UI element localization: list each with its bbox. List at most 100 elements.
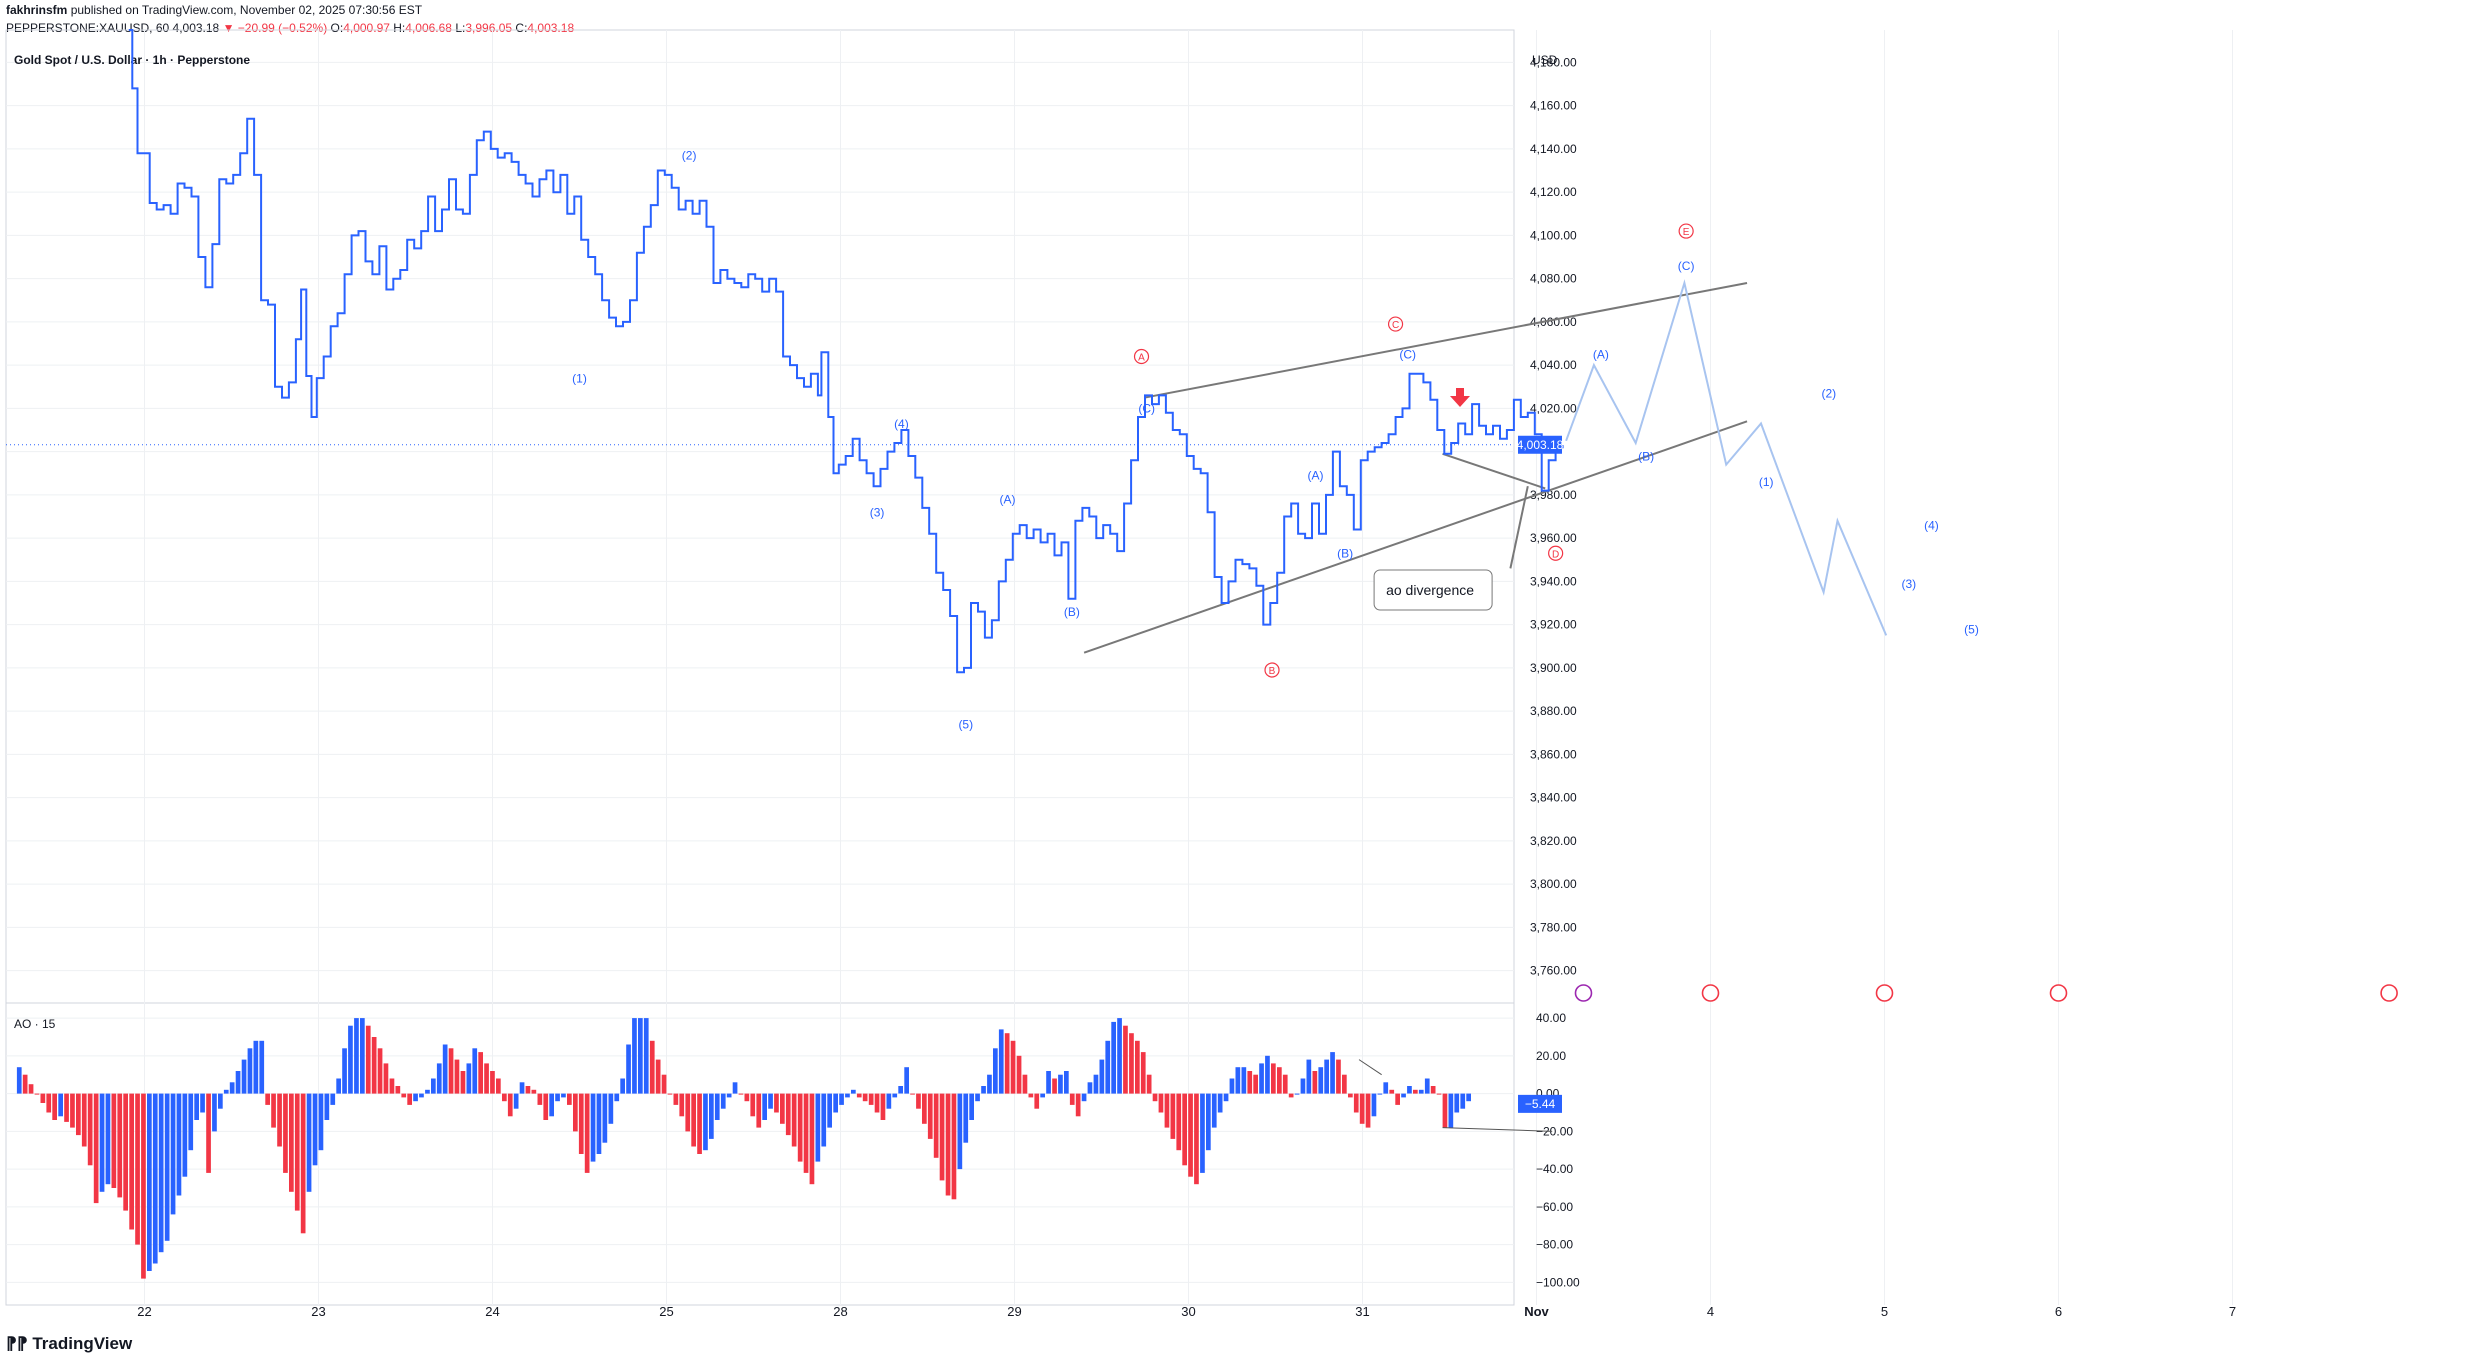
ao-bar — [283, 1093, 288, 1173]
ao-bar — [490, 1071, 495, 1094]
ao-bar — [531, 1089, 537, 1094]
down-arrow-icon — [1450, 388, 1470, 407]
x-tick-label: 29 — [1007, 1304, 1021, 1319]
ao-bar — [371, 1037, 377, 1094]
ao-bar — [99, 1093, 105, 1192]
ao-bar — [218, 1093, 223, 1109]
ao-bar — [34, 1093, 40, 1095]
ao-bar — [259, 1040, 265, 1094]
ao-bar — [1430, 1086, 1436, 1094]
x-tick-label: 30 — [1181, 1304, 1195, 1319]
ao-bar — [478, 1052, 483, 1094]
ao-bar — [105, 1093, 111, 1185]
ao-bar — [1353, 1093, 1359, 1113]
ao-bar — [1146, 1074, 1152, 1094]
wave-label: (2) — [1821, 387, 1836, 401]
ao-bar — [1300, 1078, 1306, 1094]
ao-bar — [744, 1093, 750, 1102]
ao-bar — [555, 1093, 560, 1102]
ao-bar — [1099, 1059, 1105, 1094]
ao-bar — [1200, 1093, 1205, 1173]
ao-bar — [1324, 1059, 1329, 1094]
ao-bar — [383, 1063, 389, 1094]
wave-circle — [1264, 662, 1280, 678]
ao-bar — [182, 1093, 188, 1177]
ao-bar — [312, 1093, 318, 1166]
ao-bar — [22, 1074, 28, 1094]
ao-bar — [448, 1048, 454, 1094]
ao-bar — [750, 1093, 756, 1117]
ao-bar — [241, 1059, 247, 1094]
last-price-label: 4,003.18 — [1517, 438, 1564, 452]
wave-label: (A) — [1000, 493, 1016, 507]
x-tick-label: 7 — [2229, 1304, 2236, 1319]
ao-bar — [679, 1093, 685, 1117]
ao-bar — [862, 1093, 868, 1102]
ao-bar — [922, 1093, 927, 1124]
ao-last-tag — [1518, 1094, 1562, 1113]
high-value: 4,006.68 — [405, 21, 452, 35]
ao-bar — [963, 1093, 969, 1143]
ao-bar — [998, 1029, 1004, 1094]
ao-last-label: −5.44 — [1525, 1097, 1556, 1111]
y-tick-label: 3,960.00 — [1530, 531, 1577, 545]
ao-bar — [845, 1093, 850, 1098]
ao-bar — [1365, 1093, 1371, 1128]
ao-bar — [1235, 1067, 1241, 1094]
ao-bar — [76, 1093, 81, 1136]
ao-bar — [1028, 1093, 1034, 1098]
ao-bar — [1318, 1067, 1324, 1094]
ao-bar — [1371, 1093, 1377, 1117]
event-flag-icon — [2380, 984, 2398, 1002]
ao-bar — [93, 1093, 99, 1204]
ao-bar — [1010, 1040, 1016, 1094]
ao-bar — [691, 1093, 696, 1147]
ao-bar — [135, 1093, 140, 1245]
ao-bar — [425, 1089, 430, 1094]
ao-bar — [200, 1093, 205, 1113]
ao-tick-label: −100.00 — [1536, 1275, 1580, 1289]
ao-bar — [413, 1093, 418, 1102]
y-tick-label: 4,160.00 — [1530, 99, 1577, 113]
wave-label: (B) — [1064, 605, 1080, 619]
ao-bar — [584, 1093, 590, 1173]
wave-label: (4) — [1924, 518, 1939, 532]
ao-bar — [1259, 1063, 1264, 1094]
wave-label: (C) — [1138, 402, 1155, 416]
wave-circle-label: C — [1392, 320, 1399, 331]
ao-bar — [111, 1093, 117, 1188]
ao-bar — [910, 1093, 915, 1095]
ao-bar — [1064, 1071, 1069, 1094]
ao-bar — [1158, 1093, 1164, 1113]
ao-bar — [253, 1040, 259, 1094]
y-tick-label: 3,860.00 — [1530, 747, 1577, 761]
ao-bar — [1348, 1093, 1353, 1098]
ao-bar — [916, 1093, 921, 1109]
ao-bar — [117, 1093, 123, 1198]
last-price-tag — [1518, 435, 1562, 454]
ao-bar — [1206, 1093, 1211, 1151]
y-tick-label: 3,920.00 — [1530, 618, 1577, 632]
wave-label: (C) — [1399, 348, 1416, 362]
ao-bar — [1442, 1093, 1448, 1128]
ao-bar — [809, 1093, 815, 1185]
publish-info: fakhrinsfm published on TradingView.com,… — [6, 3, 422, 17]
ao-bar — [454, 1059, 460, 1094]
ao-bar — [1087, 1082, 1093, 1094]
ao-bar — [898, 1086, 903, 1094]
wave-circle — [1678, 223, 1694, 239]
wave-label: (5) — [958, 717, 973, 731]
ao-bar — [762, 1093, 767, 1120]
ao-bar — [614, 1093, 620, 1102]
ao-bar — [726, 1093, 732, 1098]
ao-bar — [294, 1093, 300, 1211]
trendline — [1509, 486, 1529, 569]
wave-circle-label: A — [1138, 352, 1145, 363]
ao-bar — [1359, 1093, 1365, 1124]
ao-bar — [1247, 1071, 1253, 1094]
ao-bar — [1413, 1089, 1418, 1094]
wave-label: (5) — [1964, 622, 1979, 636]
ao-bar — [1330, 1052, 1335, 1094]
ao-bar — [206, 1093, 211, 1173]
